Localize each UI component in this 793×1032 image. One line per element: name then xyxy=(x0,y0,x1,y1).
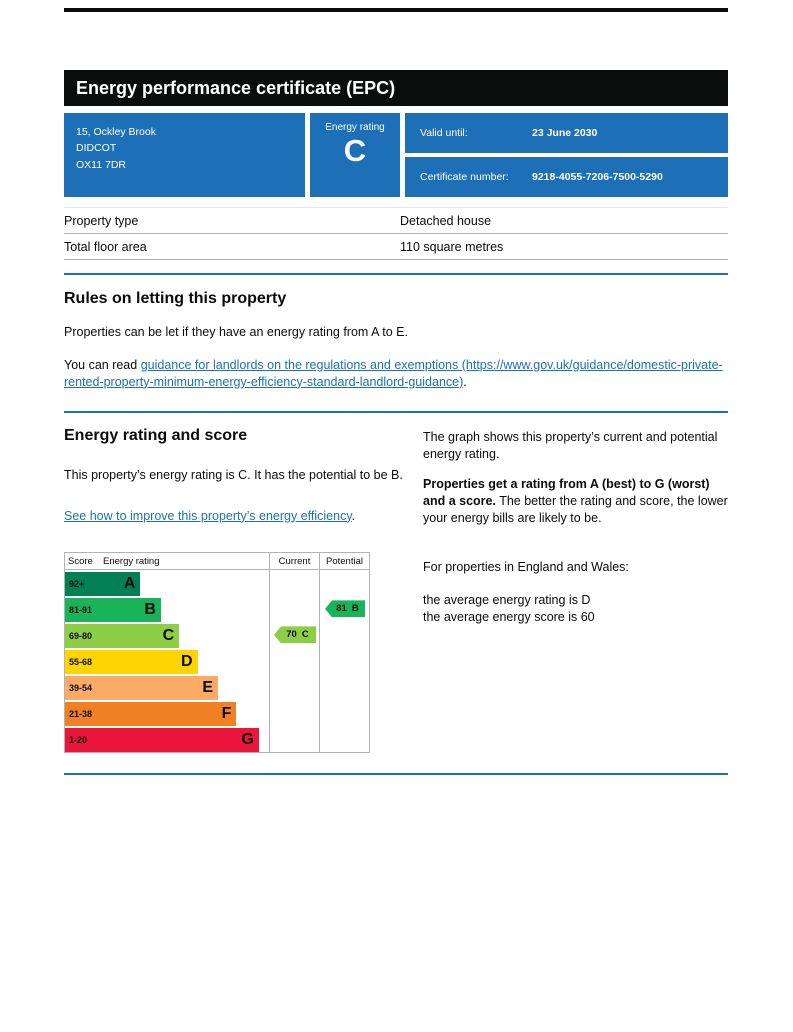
band-row-f: 21-38 F xyxy=(65,702,269,728)
rules-heading: Rules on letting this property xyxy=(64,290,287,307)
top-rule xyxy=(64,8,728,12)
average-rating-line: the average energy rating is D xyxy=(423,592,591,607)
band-score: 81-91 xyxy=(69,605,93,616)
certificate-number-box: Certificate number: 9218-4055-7206-7500-… xyxy=(405,157,728,197)
england-wales-intro: For properties in England and Wales: xyxy=(423,560,629,574)
address-line-3: OX11 7DR xyxy=(76,158,126,171)
section-divider xyxy=(64,773,728,776)
band-letter: C xyxy=(162,627,175,645)
improve-paragraph-suffix: . xyxy=(351,508,356,523)
energy-rating-value: C xyxy=(343,133,367,168)
section-divider xyxy=(64,410,728,413)
band-letter: A xyxy=(123,575,136,593)
rating-explanation-bold: Properties get a rating from A (best) to… xyxy=(423,477,710,509)
band-g: 1-20 G xyxy=(65,728,259,753)
average-score-line: the average energy score is 60 xyxy=(423,609,595,624)
band-score: 92+ xyxy=(69,579,85,590)
address-line-1: 15, Ockley Brook xyxy=(76,126,156,138)
energy-rating-section: Energy rating and score This property’s … xyxy=(64,427,728,754)
current-score: 70 xyxy=(286,629,297,641)
rating-explanation: Properties get a rating from A (best) to… xyxy=(423,476,728,527)
address-line-2: DIDCOT xyxy=(76,142,117,155)
rules-paragraph-1: Properties can be let if they have an en… xyxy=(64,325,408,339)
band-row-d: 55-68 D xyxy=(65,650,269,676)
band-letter: B xyxy=(144,601,156,619)
rules-paragraph-2-prefix: You can read xyxy=(64,357,141,372)
band-letter: E xyxy=(202,679,213,697)
current-band: C xyxy=(301,629,309,641)
table-row: Property type Detached house xyxy=(64,207,728,234)
band-letter: D xyxy=(181,653,193,671)
page-title: Energy performance certificate (EPC) xyxy=(64,70,728,106)
valid-until-box: Valid until: 23 June 2030 xyxy=(405,113,728,153)
floor-area-value: 110 square metres xyxy=(400,240,504,254)
rules-paragraph-2-suffix: . xyxy=(463,374,467,389)
rating-bands: 92+ A 81-91 B 69-80 xyxy=(65,570,269,754)
band-letter: G xyxy=(241,731,254,749)
potential-rating-column: 81 B xyxy=(319,570,369,753)
chart-header-rating: Energy rating xyxy=(103,556,160,568)
chart-header-potential: Potential xyxy=(319,553,369,570)
band-e: 39-54 E xyxy=(65,676,218,701)
improve-paragraph: See how to improve this property’s energ… xyxy=(64,508,404,525)
epc-rating-chart: Score Energy rating Current Potential 92… xyxy=(64,552,370,754)
landlord-guidance-link[interactable]: guidance for landlords on the regulation… xyxy=(64,357,723,389)
national-averages: the average energy rating is D the avera… xyxy=(423,592,728,626)
band-row-b: 81-91 B xyxy=(65,598,269,624)
band-c: 69-80 C xyxy=(65,624,180,649)
rating-heading: Energy rating and score xyxy=(64,426,248,444)
improve-efficiency-link[interactable]: See how to improve this property’s energ… xyxy=(64,508,352,523)
valid-until-label: Valid until: xyxy=(420,127,468,139)
valid-until-value: 23 June 2030 xyxy=(532,127,598,139)
rating-left-column: Energy rating and score This property’s … xyxy=(64,427,404,754)
band-score: 55-68 xyxy=(69,657,93,668)
energy-rating-box: Energy rating C xyxy=(310,113,400,197)
band-f: 21-38 F xyxy=(65,702,237,727)
potential-band: B xyxy=(351,603,359,615)
band-score: 39-54 xyxy=(69,683,93,694)
property-facts-table: Property type Detached house Total floor… xyxy=(64,207,728,260)
floor-area-label: Total floor area xyxy=(64,240,147,254)
rating-right-column: The graph shows this property’s current … xyxy=(423,427,728,754)
rating-intro-text: This property’s energy rating is C. It h… xyxy=(64,467,403,482)
table-row: Total floor area 110 square metres xyxy=(64,234,728,260)
band-score: 1-20 xyxy=(69,735,88,746)
property-type-value: Detached house xyxy=(400,214,492,228)
energy-rating-label: Energy rating xyxy=(325,122,385,133)
section-divider xyxy=(64,273,728,275)
band-letter: F xyxy=(221,705,232,723)
band-row-a: 92+ A xyxy=(65,572,269,598)
chart-header-current: Current xyxy=(269,553,319,570)
band-score: 21-38 xyxy=(69,709,93,720)
chart-body: 92+ A 81-91 B 69-80 xyxy=(65,570,369,754)
summary-panel: 15, Ockley Brook DIDCOT OX11 7DR Energy … xyxy=(64,113,728,197)
band-a: 92+ A xyxy=(65,572,141,597)
rules-paragraph-2: You can read guidance for landlords on t… xyxy=(64,357,728,391)
rating-explanation-rest: The better the rating and score, the low… xyxy=(423,494,728,526)
epc-page: Energy performance certificate (EPC) 15,… xyxy=(64,8,728,776)
band-d: 55-68 D xyxy=(65,650,198,675)
band-b: 81-91 B xyxy=(65,598,161,623)
chart-header-score: Score xyxy=(68,556,93,568)
property-address: 15, Ockley Brook DIDCOT OX11 7DR xyxy=(64,113,305,197)
band-row-g: 1-20 G xyxy=(65,728,269,754)
band-row-c: 69-80 C xyxy=(65,624,269,650)
band-row-e: 39-54 E xyxy=(65,676,269,702)
current-rating-column: 70 C xyxy=(269,570,319,753)
property-type-label: Property type xyxy=(64,214,139,228)
graph-description: The graph shows this property’s current … xyxy=(423,429,718,461)
certificate-number-label: Certificate number: xyxy=(420,171,509,183)
certificate-number-value: 9218-4055-7206-7500-5290 xyxy=(532,171,663,183)
potential-rating-marker: 81 B xyxy=(325,600,365,618)
chart-header-row: Score Energy rating Current Potential xyxy=(65,553,369,571)
current-rating-marker: 70 C xyxy=(274,626,316,644)
band-score: 69-80 xyxy=(69,631,93,642)
certificate-meta: Valid until: 23 June 2030 Certificate nu… xyxy=(405,113,728,197)
potential-score: 81 xyxy=(336,603,347,615)
